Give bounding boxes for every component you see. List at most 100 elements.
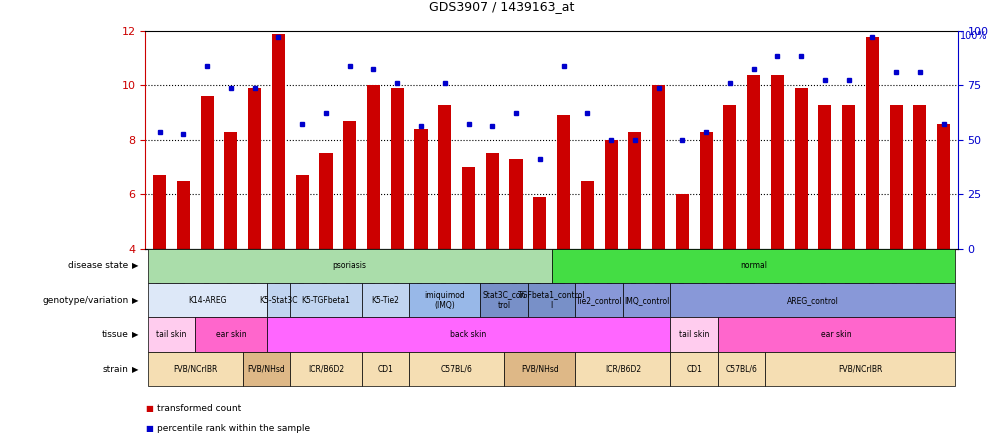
Bar (865, 36, 878, 249)
Bar (409, 283, 480, 317)
Bar (669, 283, 955, 317)
Bar (746, 75, 760, 249)
Bar (770, 75, 784, 249)
Bar (675, 194, 688, 249)
Bar (147, 317, 195, 352)
Bar (290, 283, 362, 317)
Text: ▶: ▶ (132, 262, 138, 270)
Text: ear skin: ear skin (821, 330, 851, 339)
Text: tail skin: tail skin (156, 330, 186, 339)
Text: percentile rank within the sample: percentile rank within the sample (157, 424, 311, 433)
Bar (936, 123, 949, 249)
Bar (669, 352, 717, 386)
Bar (224, 132, 237, 249)
Text: FVB/NCrIBR: FVB/NCrIBR (838, 365, 882, 373)
Bar (794, 88, 807, 249)
Bar (551, 249, 955, 283)
Bar (818, 104, 831, 249)
Bar (391, 88, 404, 249)
Bar (627, 132, 640, 249)
Bar (267, 283, 290, 317)
Bar (556, 115, 569, 249)
Bar (296, 175, 309, 249)
Bar (195, 317, 267, 352)
Text: K5-Tie2: K5-Tie2 (371, 296, 399, 305)
Text: ▶: ▶ (132, 296, 138, 305)
Bar (362, 352, 409, 386)
Bar (176, 181, 189, 249)
Text: 100%: 100% (959, 31, 986, 41)
Text: FVB/NHsd: FVB/NHsd (247, 365, 286, 373)
Bar (717, 317, 955, 352)
Text: Tie2_control: Tie2_control (575, 296, 622, 305)
Bar (290, 352, 362, 386)
Bar (622, 283, 669, 317)
Text: FVB/NHsd: FVB/NHsd (520, 365, 558, 373)
Bar (604, 140, 617, 249)
Bar (367, 86, 380, 249)
Text: ■: ■ (145, 404, 153, 413)
Bar (698, 132, 711, 249)
Bar (343, 121, 356, 249)
Text: FVB/NCrIBR: FVB/NCrIBR (173, 365, 217, 373)
Text: CD1: CD1 (377, 365, 393, 373)
Bar (575, 352, 669, 386)
Bar (409, 352, 504, 386)
Text: Stat3C_con
trol: Stat3C_con trol (482, 290, 525, 310)
Bar (533, 197, 546, 249)
Bar (580, 181, 593, 249)
Bar (722, 104, 735, 249)
Text: disease state: disease state (68, 262, 128, 270)
Bar (575, 283, 622, 317)
Bar (147, 283, 267, 317)
Bar (669, 317, 717, 352)
Text: transformed count: transformed count (157, 404, 241, 413)
Text: strain: strain (102, 365, 128, 373)
Bar (153, 175, 166, 249)
Text: C57BL/6: C57BL/6 (440, 365, 472, 373)
Bar (267, 317, 669, 352)
Text: AREG_control: AREG_control (787, 296, 838, 305)
Text: ICR/B6D2: ICR/B6D2 (308, 365, 344, 373)
Bar (504, 352, 575, 386)
Bar (527, 283, 575, 317)
Text: TGFbeta1_control
l: TGFbeta1_control l (517, 290, 585, 310)
Bar (438, 104, 451, 249)
Text: ■: ■ (145, 424, 153, 433)
Bar (842, 104, 855, 249)
Text: ▶: ▶ (132, 330, 138, 339)
Text: GDS3907 / 1439163_at: GDS3907 / 1439163_at (429, 0, 573, 13)
Text: ▶: ▶ (132, 365, 138, 373)
Text: C57BL/6: C57BL/6 (725, 365, 757, 373)
Text: K14-AREG: K14-AREG (187, 296, 226, 305)
Text: ICR/B6D2: ICR/B6D2 (604, 365, 640, 373)
Text: ear skin: ear skin (215, 330, 246, 339)
Text: normal: normal (739, 262, 767, 270)
Bar (462, 167, 475, 249)
Bar (765, 352, 955, 386)
Bar (242, 352, 290, 386)
Bar (147, 249, 551, 283)
Bar (247, 88, 261, 249)
Bar (913, 104, 926, 249)
Bar (480, 283, 527, 317)
Text: K5-TGFbeta1: K5-TGFbeta1 (302, 296, 350, 305)
Text: genotype/variation: genotype/variation (42, 296, 128, 305)
Bar (147, 352, 242, 386)
Bar (485, 154, 498, 249)
Text: CD1: CD1 (685, 365, 701, 373)
Text: tail skin: tail skin (678, 330, 708, 339)
Text: K5-Stat3C: K5-Stat3C (259, 296, 298, 305)
Bar (362, 283, 409, 317)
Bar (509, 159, 522, 249)
Text: psoriasis: psoriasis (333, 262, 367, 270)
Text: tissue: tissue (101, 330, 128, 339)
Text: imiquimod
(IMQ): imiquimod (IMQ) (424, 290, 465, 310)
Text: back skin: back skin (450, 330, 486, 339)
Bar (651, 86, 664, 249)
Bar (414, 129, 427, 249)
Bar (889, 104, 902, 249)
Bar (200, 96, 213, 249)
Bar (319, 154, 333, 249)
Bar (717, 352, 765, 386)
